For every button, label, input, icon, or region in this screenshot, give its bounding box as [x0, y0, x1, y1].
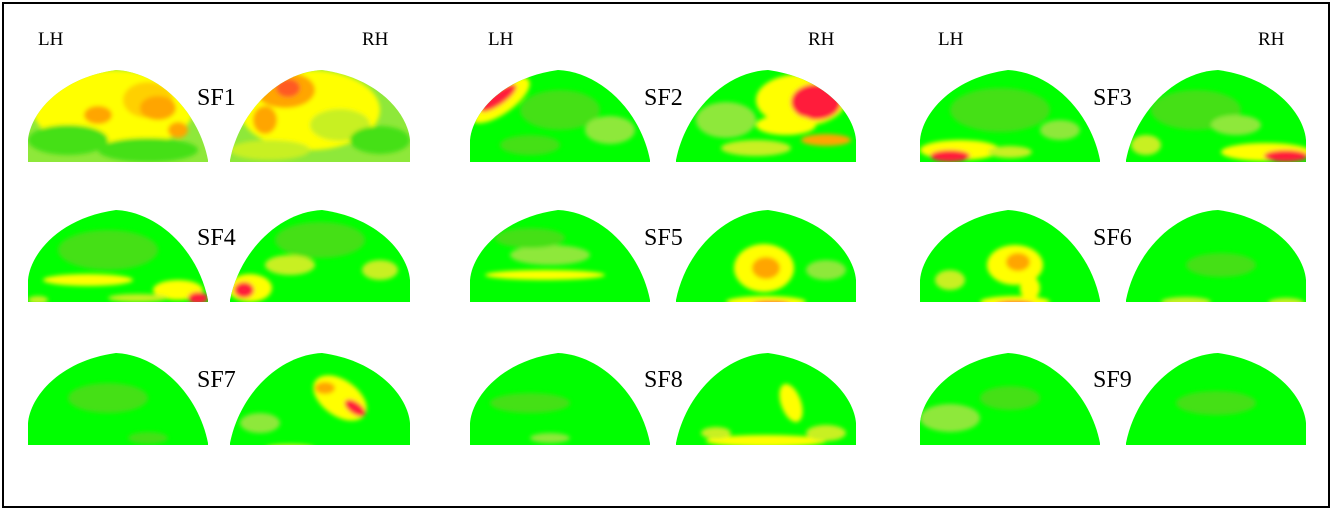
sf9-left-hemisphere	[920, 353, 1100, 445]
panel-label-sf7: SF7	[197, 367, 236, 393]
sf9-right-hemisphere	[1126, 353, 1306, 445]
sf5-right-hemisphere	[676, 210, 856, 302]
panel-label-sf6: SF6	[1093, 225, 1132, 251]
sf8-right-hemisphere	[676, 353, 856, 445]
panel-label-sf9: SF9	[1093, 367, 1132, 393]
rh-label-col1: RH	[362, 29, 389, 50]
sf3-left-hemisphere	[920, 70, 1100, 162]
sf7-right-hemisphere	[230, 353, 410, 445]
panel-label-sf2: SF2	[644, 85, 683, 111]
lh-label-col3: LH	[938, 29, 964, 50]
lh-label-col1: LH	[38, 29, 64, 50]
sf1-right-hemisphere	[230, 70, 410, 162]
panel-label-sf1: SF1	[197, 85, 236, 111]
panel-label-sf3: SF3	[1093, 85, 1132, 111]
sf2-right-hemisphere	[676, 70, 856, 162]
panel-label-sf4: SF4	[197, 225, 236, 251]
sf5-left-hemisphere	[470, 210, 650, 302]
sf4-right-hemisphere	[230, 210, 410, 302]
sf8-left-hemisphere	[470, 353, 650, 445]
sf6-right-hemisphere	[1126, 210, 1306, 302]
sf1-left-hemisphere	[28, 70, 208, 162]
rh-label-col3: RH	[1258, 29, 1285, 50]
sf3-right-hemisphere	[1126, 70, 1306, 162]
lh-label-col2: LH	[488, 29, 514, 50]
sf4-left-hemisphere	[28, 210, 208, 302]
panel-label-sf8: SF8	[644, 367, 683, 393]
panel-label-sf5: SF5	[644, 225, 683, 251]
sf2-left-hemisphere	[470, 70, 650, 162]
sf7-left-hemisphere	[28, 353, 208, 445]
sf6-left-hemisphere	[920, 210, 1100, 302]
rh-label-col2: RH	[808, 29, 835, 50]
